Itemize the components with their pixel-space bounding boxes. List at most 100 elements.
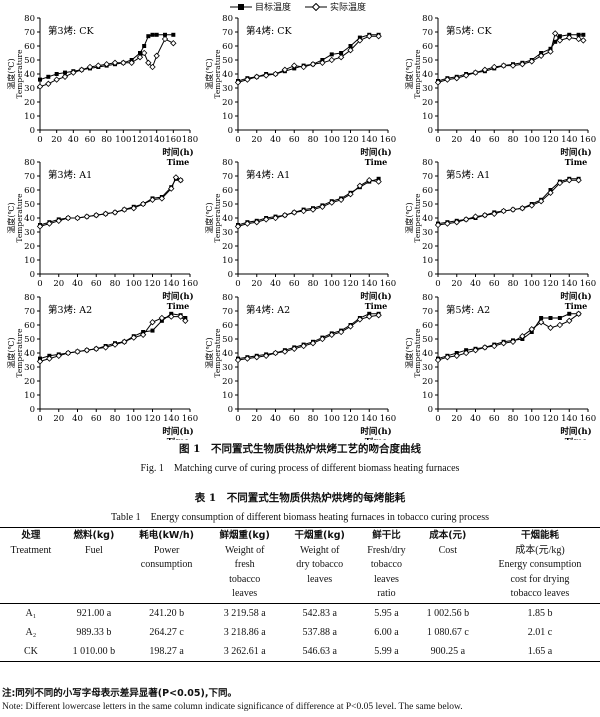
y-tick-label: 50 <box>222 56 233 66</box>
energy-table: 处理 Treatment 燃料(kg) Fuel 耗电(kW/h) Power consum… <box>0 527 600 662</box>
y-tick-label: 70 <box>222 172 233 182</box>
chart-title: 第3烤: A2 <box>48 304 92 316</box>
x-axis-label-en: Time <box>167 157 190 167</box>
x-tick-label: 0 <box>435 135 440 145</box>
target-temperature-point <box>146 34 151 39</box>
x-tick-label: 80 <box>308 279 319 289</box>
actual-temperature-point <box>102 210 109 217</box>
x-tick-label: 100 <box>324 414 340 424</box>
target-temperature-point <box>567 311 572 316</box>
x-tick-label: 20 <box>51 135 62 145</box>
actual-temperature-point <box>149 319 156 326</box>
table-header-en-line: tobacco <box>370 559 402 570</box>
actual-temperature-point <box>537 198 545 205</box>
table-header-en-line: dry tobacco <box>296 559 344 570</box>
actual-temperature-point <box>102 344 109 351</box>
chart-legend: 目标温度 实际温度 <box>230 0 366 13</box>
actual-temperature-point <box>182 317 189 324</box>
y-tick-label: 30 <box>24 363 35 373</box>
y-tick-label: 40 <box>222 214 233 224</box>
actual-temperature-point <box>509 62 517 69</box>
y-tick-label: 70 <box>24 307 35 317</box>
actual-temperature-point <box>130 205 137 212</box>
actual-temperature-point <box>500 207 507 215</box>
actual-temperature-point <box>556 321 564 329</box>
y-tick-label: 10 <box>24 391 35 401</box>
y-axis-label-zh: 温度(℃) <box>6 337 16 368</box>
x-tick-label: 40 <box>68 135 79 145</box>
actual-temperature-point <box>552 30 559 37</box>
x-axis-label-en: Time <box>365 436 388 440</box>
x-tick-label: 80 <box>110 279 121 289</box>
y-axis-label-en: Temperature <box>213 328 222 378</box>
table-header-4: 干烟重(kg) Weight of dry tobacco leaves <box>282 527 358 603</box>
y-tick-label: 10 <box>222 391 233 401</box>
table-row: A₂ 989.33 b 264.27 c 3 218.86 a 537.88 a 6.00… <box>0 623 600 642</box>
actual-temperature-point <box>103 61 110 68</box>
actual-temperature-point <box>575 177 582 184</box>
target-temperature-point <box>150 32 155 37</box>
actual-temperature-point <box>136 54 144 61</box>
table-cell: 6.00 a <box>374 626 399 638</box>
x-tick-label: 60 <box>289 135 300 145</box>
actual-temperature-point <box>272 70 279 78</box>
chart-title: 第3烤: A1 <box>48 169 92 181</box>
actual-temperature-point <box>547 189 554 196</box>
x-tick-label: 120 <box>144 279 160 289</box>
x-tick-label: 60 <box>489 279 500 289</box>
y-tick-label: 80 <box>222 14 233 24</box>
x-tick-label: 60 <box>289 279 300 289</box>
x-tick-label: 40 <box>270 279 281 289</box>
y-tick-label: 0 <box>428 126 433 136</box>
table-header-row: 处理 Treatment 燃料(kg) Fuel 耗电(kW/h) Power consum… <box>0 527 600 603</box>
actual-temperature-point <box>244 220 251 227</box>
y-tick-label: 50 <box>24 56 35 66</box>
y-tick-label: 70 <box>422 307 433 317</box>
x-tick-label: 80 <box>308 414 319 424</box>
table-cell: 542.83 a <box>282 602 358 623</box>
x-tick-label: 40 <box>270 414 281 424</box>
y-tick-label: 50 <box>222 335 233 345</box>
table-note-zh: 注:同列不同的小写字母表示差异显著(P<0.05),下同。 <box>2 688 237 699</box>
table-header-zh: 耗电(kW/h) <box>139 530 194 541</box>
x-axis-label-zh: 时间(h) <box>162 147 193 158</box>
actual-temperature-point <box>491 342 498 350</box>
actual-temperature-point <box>139 200 147 208</box>
x-axis-label-zh: 时间(h) <box>560 147 591 158</box>
table-header-en-line: 成本(元/kg) <box>515 544 565 556</box>
actual-temperature-point <box>145 59 152 66</box>
y-tick-label: 10 <box>24 112 35 122</box>
y-tick-label: 70 <box>422 172 433 182</box>
actual-temperature-point <box>272 214 279 222</box>
actual-temperature-point <box>262 72 270 79</box>
actual-temperature-point <box>168 185 175 192</box>
y-axis-label-zh: 温度(℃) <box>6 58 16 89</box>
target-temperature-point <box>150 328 155 333</box>
x-tick-label: 0 <box>435 279 440 289</box>
table-header-zh: 燃料(kg) <box>73 530 115 541</box>
y-tick-label: 20 <box>422 377 433 387</box>
actual-temperature-point <box>64 349 72 357</box>
actual-temperature-point <box>170 40 177 47</box>
table-cell: 1.85 b <box>479 602 600 623</box>
actual-temperature-point <box>46 220 53 227</box>
actual-temperature-point <box>244 76 251 83</box>
y-tick-label: 80 <box>24 14 35 24</box>
x-tick-label: 20 <box>451 279 462 289</box>
table-cell: 1.65 a <box>479 641 600 662</box>
actual-temperature-point <box>234 356 242 364</box>
y-tick-label: 50 <box>24 200 35 210</box>
actual-temperature-point <box>519 205 526 212</box>
actual-temperature-point <box>547 48 554 55</box>
table-cell: 537.88 a <box>302 626 337 638</box>
x-tick-label: 20 <box>53 279 64 289</box>
x-tick-label: 100 <box>126 279 142 289</box>
y-tick-label: 40 <box>24 70 35 80</box>
x-axis-label-en: Time <box>565 157 588 167</box>
y-tick-label: 60 <box>422 321 433 331</box>
table-cell: 900.25 a <box>415 641 480 662</box>
table-cell: 546.63 a <box>282 641 358 662</box>
x-tick-label: 20 <box>251 414 262 424</box>
x-tick-label: 60 <box>489 135 500 145</box>
actual-temperature-point <box>366 313 373 320</box>
